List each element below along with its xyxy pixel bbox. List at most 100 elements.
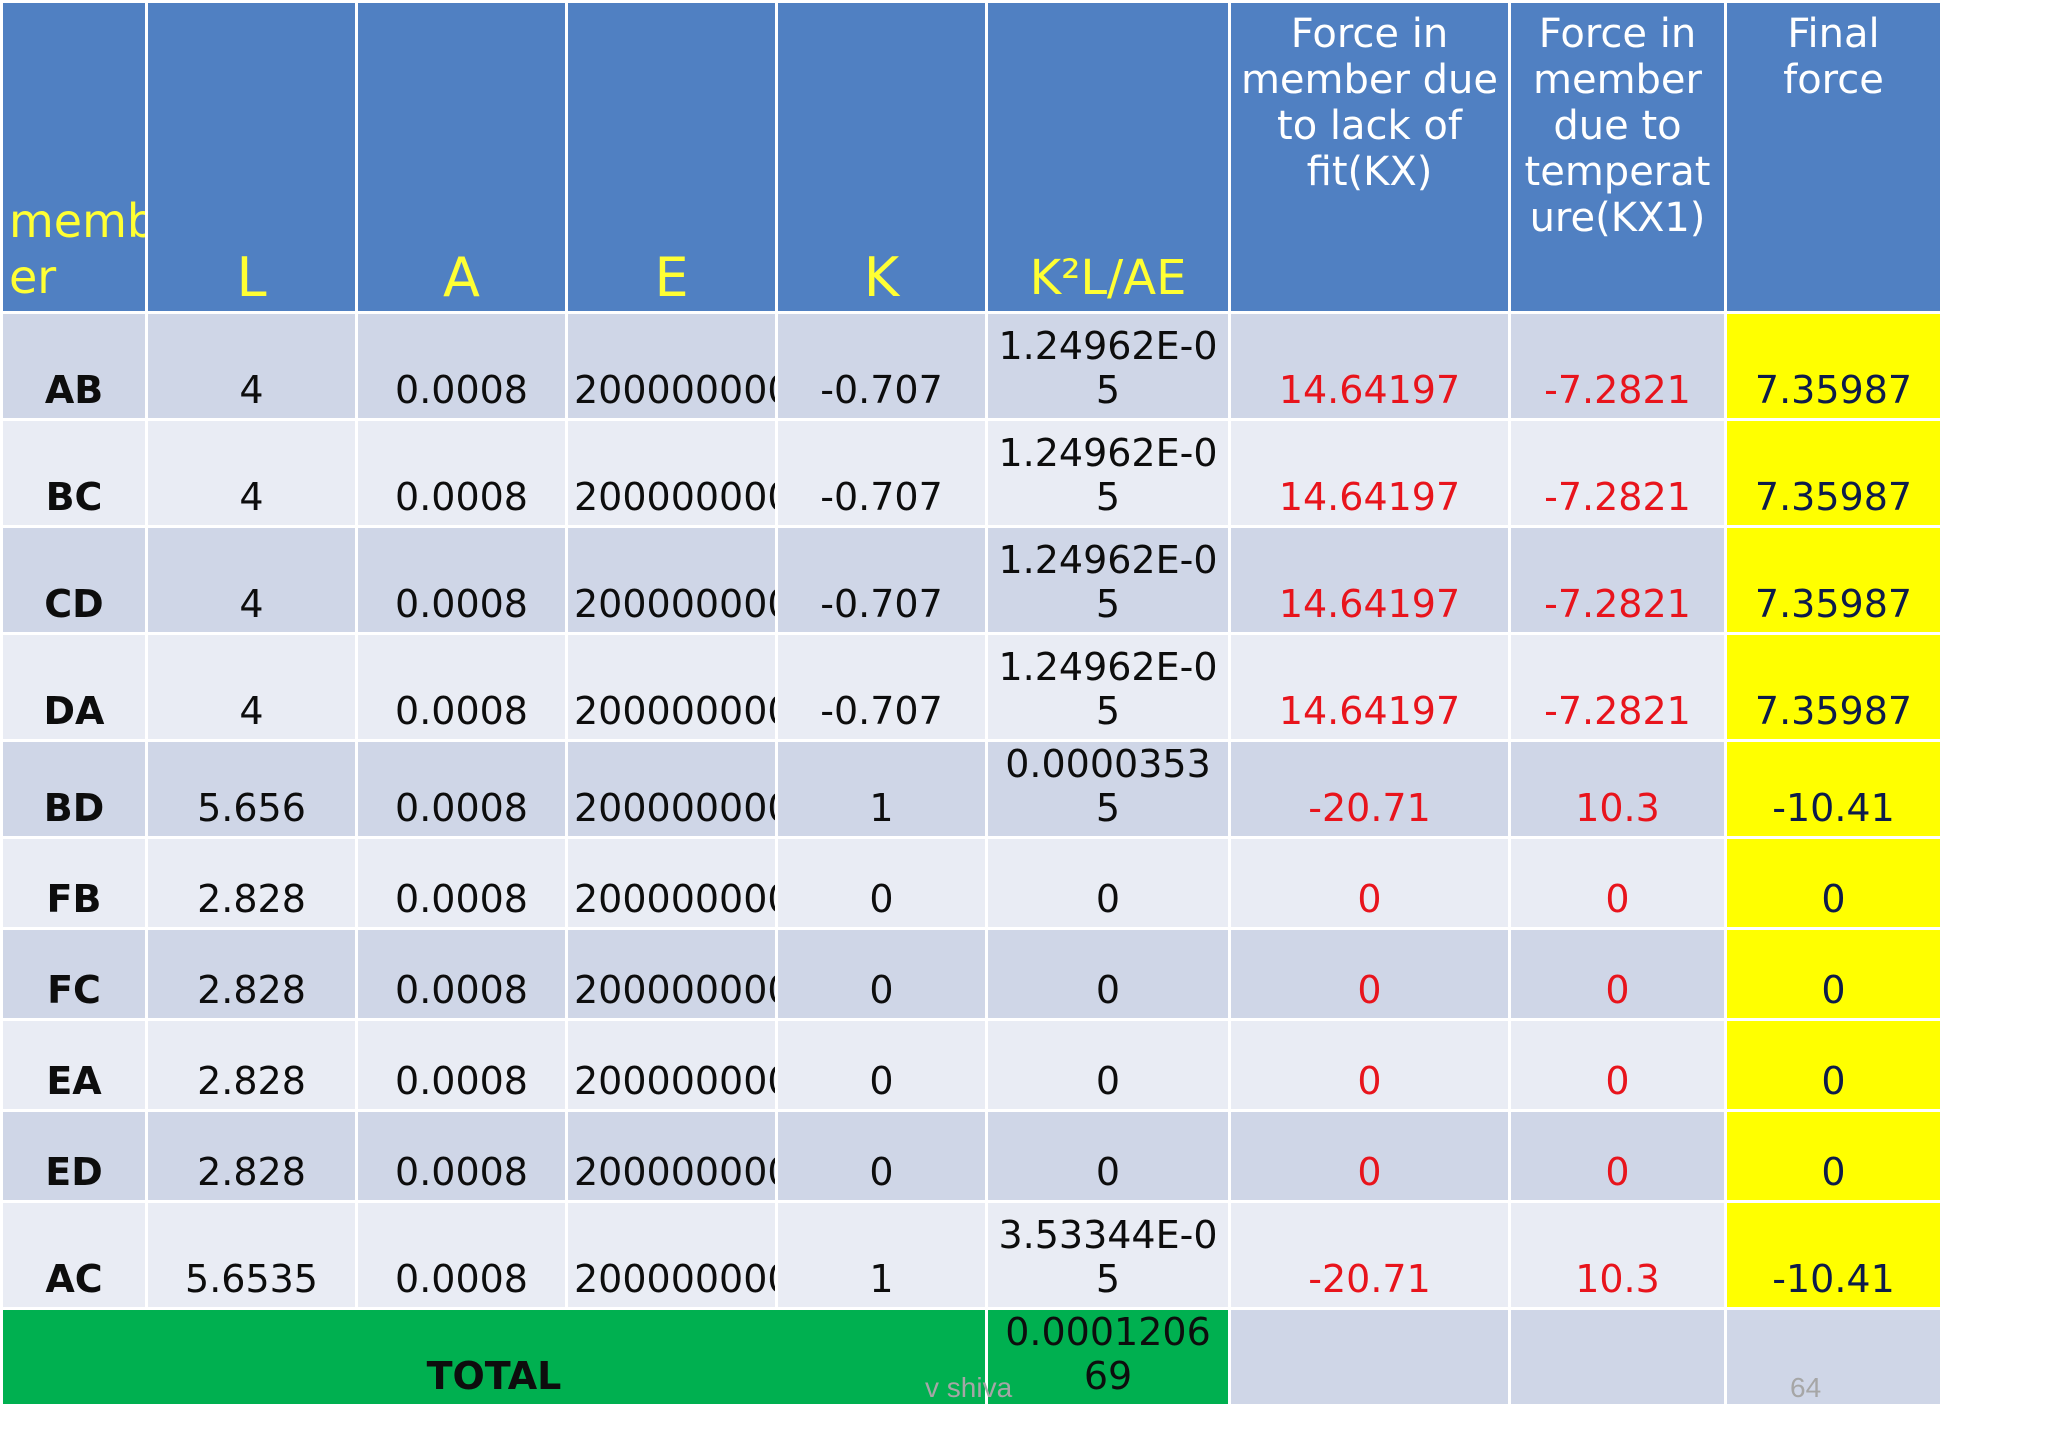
cell-temp: 10.3 (1508, 1200, 1727, 1310)
cell-lack: 14.64197 (1228, 311, 1511, 421)
cell-temp: 0 (1508, 1109, 1727, 1203)
table-row: FC 2.828 0.0008 200000000 0 0 0 0 0 (0, 927, 1943, 1021)
table-body: AB 4 0.0008 200000000 -0.707 1.24962E-05 14.64… (0, 311, 1943, 1407)
total-empty-cell (1724, 1307, 1943, 1407)
cell-lack: 14.64197 (1228, 418, 1511, 528)
table-row: AB 4 0.0008 200000000 -0.707 1.24962E-05 14.64… (0, 311, 1943, 421)
cell-e: 200000000 (565, 836, 778, 930)
cell-member: AC (0, 1200, 148, 1310)
table-row: FB 2.828 0.0008 200000000 0 0 0 0 0 (0, 836, 1943, 930)
cell-a: 0.0008 (355, 836, 568, 930)
cell-k2lae: 0 (985, 836, 1231, 930)
cell-e: 200000000 (565, 311, 778, 421)
cell-temp: 0 (1508, 836, 1727, 930)
cell-lack: 0 (1228, 1109, 1511, 1203)
cell-final: -10.41 (1724, 739, 1943, 839)
header-l: L (145, 0, 358, 314)
cell-temp: -7.2821 (1508, 418, 1727, 528)
cell-e: 200000000 (565, 1200, 778, 1310)
cell-a: 0.0008 (355, 525, 568, 635)
cell-temp: 0 (1508, 1018, 1727, 1112)
cell-final: 7.35987 (1724, 632, 1943, 742)
cell-temp: -7.2821 (1508, 632, 1727, 742)
cell-k: 0 (775, 1018, 988, 1112)
cell-temp: 10.3 (1508, 739, 1727, 839)
cell-lack: 0 (1228, 927, 1511, 1021)
data-table: memb er L A E K K²L/AE Force in member d… (0, 0, 1943, 1407)
cell-k2lae: 1.24962E-05 (985, 525, 1231, 635)
cell-lack: 14.64197 (1228, 632, 1511, 742)
cell-e: 200000000 (565, 739, 778, 839)
cell-k2lae: 1.24962E-05 (985, 632, 1231, 742)
cell-e: 200000000 (565, 1109, 778, 1203)
cell-e: 200000000 (565, 418, 778, 528)
total-row: TOTAL 0.000120669 (0, 1307, 1943, 1407)
cell-k: -0.707 (775, 525, 988, 635)
cell-a: 0.0008 (355, 418, 568, 528)
cell-temp: -7.2821 (1508, 311, 1727, 421)
header-force-lack-of-fit: Force in member due to lack of fit(KX) (1228, 0, 1511, 314)
table-row: ED 2.828 0.0008 200000000 0 0 0 0 0 (0, 1109, 1943, 1203)
cell-k: 0 (775, 1109, 988, 1203)
cell-l: 4 (145, 525, 358, 635)
cell-l: 5.6535 (145, 1200, 358, 1310)
total-value: 0.000120669 (985, 1307, 1231, 1407)
total-empty-cell (1228, 1307, 1511, 1407)
cell-lack: 0 (1228, 1018, 1511, 1112)
cell-final: 0 (1724, 1018, 1943, 1112)
cell-member: BC (0, 418, 148, 528)
cell-l: 4 (145, 418, 358, 528)
cell-member: BD (0, 739, 148, 839)
cell-l: 2.828 (145, 1018, 358, 1112)
header-k: K (775, 0, 988, 314)
cell-k2lae: 0 (985, 1018, 1231, 1112)
cell-l: 2.828 (145, 927, 358, 1021)
cell-l: 5.656 (145, 739, 358, 839)
cell-lack: -20.71 (1228, 739, 1511, 839)
cell-a: 0.0008 (355, 632, 568, 742)
table-row: AC 5.6535 0.0008 200000000 1 3.53344E-05 -20.7… (0, 1200, 1943, 1310)
cell-k2lae: 1.24962E-05 (985, 311, 1231, 421)
cell-k2lae: 0.00003535 (985, 739, 1231, 839)
cell-l: 2.828 (145, 836, 358, 930)
cell-temp: 0 (1508, 927, 1727, 1021)
table-row: DA 4 0.0008 200000000 -0.707 1.24962E-05 14.64… (0, 632, 1943, 742)
table-row: BC 4 0.0008 200000000 -0.707 1.24962E-05 14.64… (0, 418, 1943, 528)
table-row: EA 2.828 0.0008 200000000 0 0 0 0 0 (0, 1018, 1943, 1112)
cell-k2lae: 1.24962E-05 (985, 418, 1231, 528)
cell-l: 4 (145, 311, 358, 421)
cell-final: 7.35987 (1724, 311, 1943, 421)
cell-lack: -20.71 (1228, 1200, 1511, 1310)
footer-page-number: 64 (1790, 1372, 1822, 1403)
cell-a: 0.0008 (355, 1018, 568, 1112)
header-final-force: Final force (1724, 0, 1943, 314)
cell-k2lae: 0 (985, 927, 1231, 1021)
cell-member: EA (0, 1018, 148, 1112)
cell-final: -10.41 (1724, 1200, 1943, 1310)
cell-lack: 14.64197 (1228, 525, 1511, 635)
cell-a: 0.0008 (355, 1109, 568, 1203)
cell-member: ED (0, 1109, 148, 1203)
cell-k: 0 (775, 836, 988, 930)
cell-member: AB (0, 311, 148, 421)
header-a: A (355, 0, 568, 314)
table-row: BD 5.656 0.0008 200000000 1 0.00003535 -20.71 1… (0, 739, 1943, 839)
cell-e: 200000000 (565, 525, 778, 635)
cell-final: 7.35987 (1724, 525, 1943, 635)
cell-k: -0.707 (775, 311, 988, 421)
cell-k2lae: 3.53344E-05 (985, 1200, 1231, 1310)
footer-author: v shiva (925, 1372, 1013, 1403)
cell-final: 0 (1724, 927, 1943, 1021)
cell-e: 200000000 (565, 1018, 778, 1112)
header-e: E (565, 0, 778, 314)
cell-k: 1 (775, 1200, 988, 1310)
cell-l: 2.828 (145, 1109, 358, 1203)
cell-member: CD (0, 525, 148, 635)
header-member: memb er (0, 0, 148, 314)
cell-member: FC (0, 927, 148, 1021)
cell-a: 0.0008 (355, 1200, 568, 1310)
header-row: memb er L A E K K²L/AE Force in member d… (0, 0, 1943, 314)
cell-k: -0.707 (775, 632, 988, 742)
cell-final: 0 (1724, 836, 1943, 930)
cell-k: 0 (775, 927, 988, 1021)
